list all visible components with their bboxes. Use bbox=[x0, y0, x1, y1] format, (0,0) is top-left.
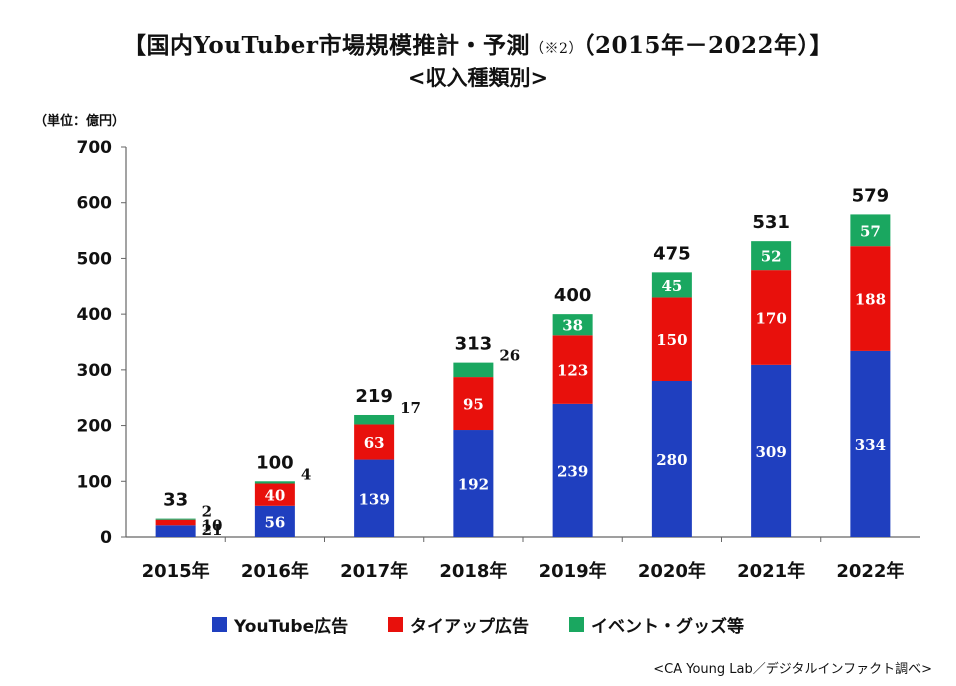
bar-segment-event bbox=[751, 241, 792, 271]
x-tick-label: 2022年 bbox=[836, 560, 904, 582]
legend-item-tieup: タイアップ広告 bbox=[388, 612, 529, 637]
chart-subtitle: <収入種類別> bbox=[407, 66, 549, 90]
stacked-bar-chart: 010020030040050060070021102332015年564041… bbox=[77, 138, 920, 582]
legend-label-event: イベント・グッズ等 bbox=[590, 617, 744, 637]
y-tick-label: 200 bbox=[77, 417, 113, 437]
unit-label: （単位：億円） bbox=[34, 114, 126, 129]
data-label-youtube: 334 bbox=[855, 436, 886, 454]
chart-title: 【国内YouTuber市場規模推計・予測（※2）（2015年－2022年）】 bbox=[0, 26, 956, 60]
x-tick-label: 2020年 bbox=[638, 560, 706, 582]
total-label: 33 bbox=[163, 490, 188, 511]
y-tick-label: 100 bbox=[77, 472, 113, 492]
bar-segment-tieup bbox=[552, 335, 593, 404]
total-label: 475 bbox=[653, 243, 691, 264]
bar-segment-tieup bbox=[651, 297, 692, 381]
legend-label-youtube: YouTube広告 bbox=[234, 617, 349, 637]
bar-segment-youtube bbox=[751, 364, 792, 537]
y-tick-label: 400 bbox=[77, 305, 113, 325]
bar-segment-tieup bbox=[453, 377, 494, 431]
y-tick-label: 0 bbox=[100, 528, 112, 548]
bar-segment-youtube bbox=[354, 459, 395, 537]
legend: YouTube広告 タイアップ広告 イベント・グッズ等 bbox=[0, 612, 956, 637]
data-label-youtube: 239 bbox=[557, 462, 588, 480]
data-label-tieup: 40 bbox=[264, 487, 285, 505]
bar-segment-event bbox=[850, 214, 891, 247]
data-label-tieup: 188 bbox=[855, 291, 886, 309]
source-note: <CA Young Lab／デジタルインファクト調べ> bbox=[653, 662, 932, 677]
data-label-event: 17 bbox=[400, 399, 421, 417]
bar-segment-tieup bbox=[354, 424, 395, 460]
title-main: 【国内YouTuber市場規模推計・予測 bbox=[123, 32, 531, 59]
total-label: 400 bbox=[554, 285, 592, 306]
data-label-event: 57 bbox=[860, 222, 881, 240]
title-period: （2015年－2022年）】 bbox=[582, 32, 833, 59]
x-tick-label: 2015年 bbox=[142, 560, 210, 582]
legend-swatch-youtube bbox=[212, 617, 228, 632]
bar-segment-event bbox=[254, 481, 295, 484]
x-tick-label: 2019年 bbox=[539, 560, 607, 582]
legend-swatch-tieup bbox=[388, 617, 404, 632]
title-note: （※2） bbox=[530, 41, 583, 57]
data-label-event: 45 bbox=[661, 277, 682, 295]
data-label-youtube: 56 bbox=[264, 513, 285, 531]
y-tick-label: 500 bbox=[77, 249, 113, 269]
data-label-youtube: 192 bbox=[458, 476, 489, 494]
data-label-tieup: 10 bbox=[202, 517, 223, 535]
x-tick-label: 2018年 bbox=[439, 560, 507, 582]
bar-segment-tieup bbox=[751, 270, 792, 365]
data-label-youtube: 139 bbox=[358, 490, 389, 508]
bar-segment-tieup bbox=[850, 246, 891, 351]
x-tick-label: 2021年 bbox=[737, 560, 805, 582]
data-label-tieup: 170 bbox=[755, 309, 786, 327]
x-tick-label: 2016年 bbox=[241, 560, 309, 582]
bar-segment-youtube bbox=[552, 403, 593, 537]
bar-segment-event bbox=[453, 362, 494, 378]
total-label: 100 bbox=[256, 452, 294, 473]
bar-segment-tieup bbox=[254, 483, 295, 506]
bar-segment-event bbox=[155, 518, 196, 520]
bar-segment-youtube bbox=[254, 505, 295, 537]
data-label-event: 2 bbox=[202, 503, 212, 521]
data-label-tieup: 123 bbox=[557, 362, 588, 380]
y-tick-label: 600 bbox=[77, 194, 113, 214]
data-label-event: 4 bbox=[301, 465, 311, 483]
data-label-youtube: 280 bbox=[656, 451, 687, 469]
data-label-event: 52 bbox=[761, 248, 782, 266]
data-label-tieup: 63 bbox=[364, 434, 385, 452]
total-label: 579 bbox=[852, 185, 890, 206]
legend-item-youtube: YouTube広告 bbox=[212, 612, 348, 637]
bar-segment-event bbox=[552, 314, 593, 336]
bar-segment-youtube bbox=[850, 350, 891, 537]
total-label: 313 bbox=[455, 334, 493, 355]
bar-segment-youtube bbox=[651, 381, 692, 537]
bar-segment-event bbox=[354, 414, 395, 425]
y-tick-label: 700 bbox=[77, 138, 113, 158]
legend-label-tieup: タイアップ広告 bbox=[410, 617, 530, 637]
data-label-tieup: 95 bbox=[463, 396, 484, 414]
bar-segment-tieup bbox=[155, 519, 196, 526]
x-tick-label: 2017年 bbox=[340, 560, 408, 582]
data-label-youtube: 309 bbox=[755, 443, 786, 461]
total-label: 531 bbox=[752, 212, 790, 233]
legend-item-event: イベント・グッズ等 bbox=[568, 612, 744, 637]
bar-segment-youtube bbox=[155, 525, 196, 537]
legend-swatch-event bbox=[568, 617, 584, 632]
data-label-event: 26 bbox=[499, 347, 520, 365]
bar-segment-event bbox=[651, 272, 692, 298]
y-tick-label: 300 bbox=[77, 361, 113, 381]
total-label: 219 bbox=[355, 386, 393, 407]
data-label-youtube: 21 bbox=[202, 521, 223, 539]
data-label-tieup: 150 bbox=[656, 331, 687, 349]
bar-segment-youtube bbox=[453, 430, 494, 537]
data-label-event: 38 bbox=[562, 317, 583, 335]
